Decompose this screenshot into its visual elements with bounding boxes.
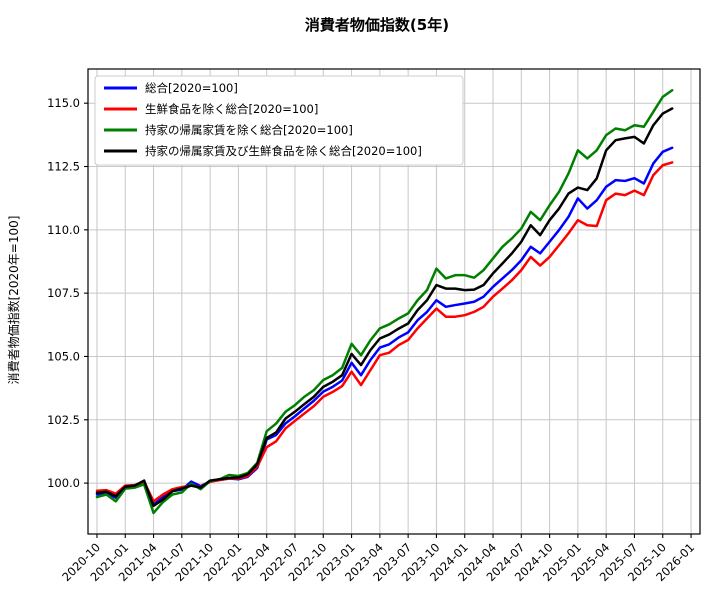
axis-ticks xyxy=(84,102,692,538)
legend-item-label: 持家の帰属家賃を除く総合[2020=100] xyxy=(145,123,353,137)
y-tick-label: 115.0 xyxy=(47,96,80,110)
series-line xyxy=(95,161,674,503)
legend: 総合[2020=100] 生鮮食品を除く総合[2020=100] 持家の帰属家賃を除… xyxy=(94,75,464,166)
y-tick-label: 105.0 xyxy=(47,349,80,363)
chart-title: 消費者物価指数(5年) xyxy=(305,16,449,34)
y-tick-label: 107.5 xyxy=(47,286,80,300)
plot-border xyxy=(87,68,701,535)
y-tick-label: 102.5 xyxy=(47,413,80,427)
legend-box xyxy=(94,75,464,166)
legend-item-label: 総合[2020=100] xyxy=(145,81,238,95)
series-line xyxy=(95,146,674,506)
y-tick-label: 100.0 xyxy=(47,476,80,490)
data-series-lines xyxy=(95,89,674,515)
y-axis-label: 消費者物価指数[2020年=100] xyxy=(6,216,21,385)
series-line xyxy=(95,89,674,515)
legend-item-label: 生鮮食品を除く総合[2020=100] xyxy=(145,102,318,116)
y-tick-label: 112.5 xyxy=(47,160,80,174)
legend-item-label: 持家の帰属家賃及び生鮮食品を除く総合[2020=100] xyxy=(145,144,422,158)
series-line xyxy=(95,107,674,508)
y-tick-label: 110.0 xyxy=(47,223,80,237)
